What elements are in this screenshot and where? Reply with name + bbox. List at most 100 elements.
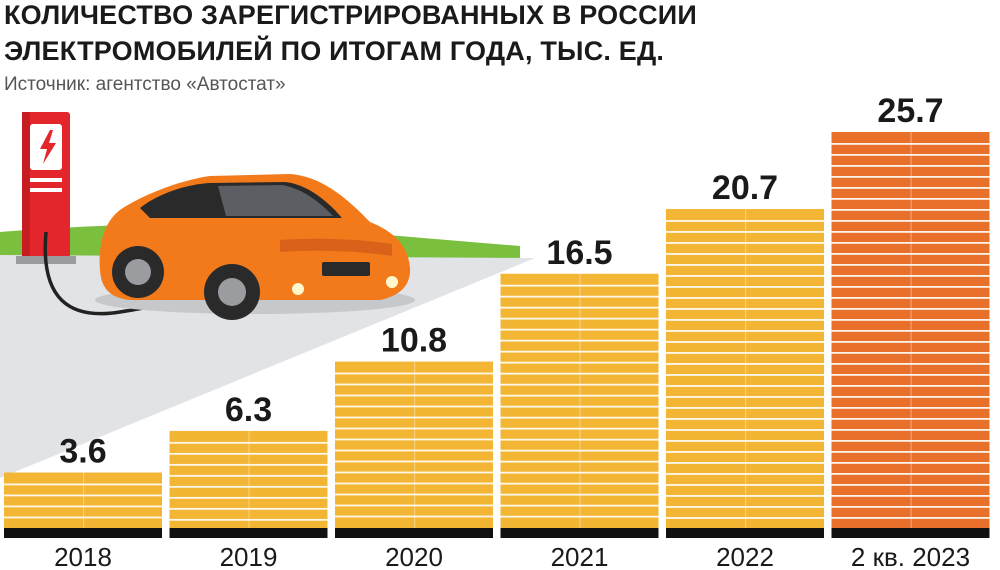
bar-stripe <box>831 363 990 365</box>
bar-2019 <box>169 430 328 528</box>
bar-stripe <box>169 507 328 510</box>
bar-stripe <box>666 451 824 453</box>
bar-stripe <box>335 471 493 474</box>
bar-stripe <box>666 264 824 266</box>
bar-stripe <box>831 429 990 431</box>
bar-stripe <box>666 363 824 365</box>
bar-stripe <box>335 394 493 397</box>
bar-stripe <box>500 471 659 474</box>
bar-seam <box>83 472 85 528</box>
baseline-segment <box>4 528 162 538</box>
bar-stripe <box>500 460 659 463</box>
bar-stripe <box>831 396 990 398</box>
chart-title-line-1: КОЛИЧЕСТВО ЗАРЕГИСТРИРОВАННЫХ В РОССИИ <box>4 0 697 30</box>
bar-rect <box>4 472 162 528</box>
bar-seam <box>248 430 250 528</box>
bar-2021 <box>500 273 659 528</box>
charging-station-icon <box>16 112 76 264</box>
baseline-segment <box>500 528 659 538</box>
bar-stripe <box>169 485 328 488</box>
bar-stripe <box>169 496 328 499</box>
bar-stripe <box>831 352 990 354</box>
bar-stripe <box>831 176 990 178</box>
bar-stripe <box>666 275 824 277</box>
bar-stripe <box>831 341 990 343</box>
baseline-segment <box>666 528 824 538</box>
bar-stripe <box>666 308 824 310</box>
bar-2-кв-2023 <box>831 132 990 528</box>
category-label: 2020 <box>385 542 443 570</box>
chart-subtitle: Источник: агентство «Автостат» <box>4 74 286 95</box>
bar-stripe <box>169 452 328 455</box>
bar-stripe <box>500 284 659 287</box>
bar-seam <box>745 209 747 529</box>
bar-stripe <box>666 231 824 233</box>
bar-stripe <box>335 438 493 441</box>
bar-stripe <box>169 518 328 521</box>
bar-stripe <box>831 198 990 200</box>
bar-stripe <box>831 231 990 233</box>
baseline-segment <box>169 528 328 538</box>
lightning-icon <box>40 130 56 164</box>
bar-stripe <box>831 517 990 519</box>
bar-seam <box>414 361 416 528</box>
bar-stripe <box>831 297 990 299</box>
bar-stripe <box>335 460 493 463</box>
bar-stripe <box>335 493 493 496</box>
bar-stripe <box>4 494 162 497</box>
bar-stripe <box>831 385 990 387</box>
bar-stripe <box>666 440 824 442</box>
illustration <box>0 112 535 478</box>
bar-stripe <box>831 451 990 453</box>
bar-stripe <box>500 295 659 298</box>
bar-stripe <box>4 483 162 486</box>
bar-stripe <box>831 495 990 497</box>
bar-stripe <box>335 449 493 452</box>
bar-stripe <box>335 416 493 419</box>
bar-stripe <box>500 493 659 496</box>
bar-stripe <box>831 484 990 486</box>
bar-stripe <box>500 515 659 518</box>
category-labels-layer: 2018 2019 2020 2021 2022 2 кв. 2023 <box>54 542 970 570</box>
value-label: 25.7 <box>877 92 943 130</box>
bar-2020 <box>335 361 493 528</box>
bar-stripe <box>831 286 990 288</box>
baseline-layer <box>4 528 990 538</box>
bar-stripe <box>831 418 990 420</box>
category-label: 2022 <box>716 542 774 570</box>
bar-stripe <box>500 427 659 430</box>
bar-stripe <box>666 330 824 332</box>
bar-stripe <box>666 506 824 508</box>
value-label: 20.7 <box>712 169 778 207</box>
category-label: 2 кв. 2023 <box>851 542 970 570</box>
bar-stripe <box>500 394 659 397</box>
bar-stripe <box>831 209 990 211</box>
bar-stripe <box>500 372 659 375</box>
bar-stripe <box>500 504 659 507</box>
bar-stripe <box>500 317 659 320</box>
bar-rect <box>169 430 328 528</box>
bar-stripe <box>500 350 659 353</box>
bar-stripe <box>335 405 493 408</box>
bar-stripe <box>666 220 824 222</box>
bar-stripe <box>666 253 824 255</box>
bar-stripe <box>500 405 659 408</box>
bar-stripe <box>666 495 824 497</box>
value-labels-layer: 3.6 6.3 10.8 16.5 20.7 25.7 <box>59 92 943 471</box>
bar-seam <box>910 132 912 528</box>
bar-stripe <box>335 372 493 375</box>
bar-rect <box>335 361 493 528</box>
value-label: 16.5 <box>546 234 612 272</box>
bars-layer <box>4 132 990 529</box>
bar-stripe <box>831 165 990 167</box>
bar-stripe <box>831 308 990 310</box>
bar-stripe <box>500 438 659 441</box>
bar-stripe <box>500 361 659 364</box>
bar-stripe <box>666 352 824 354</box>
bar-stripe <box>831 242 990 244</box>
bar-stripe <box>335 427 493 430</box>
bar-stripe <box>831 319 990 321</box>
bar-stripe <box>831 154 990 156</box>
bar-stripe <box>831 264 990 266</box>
